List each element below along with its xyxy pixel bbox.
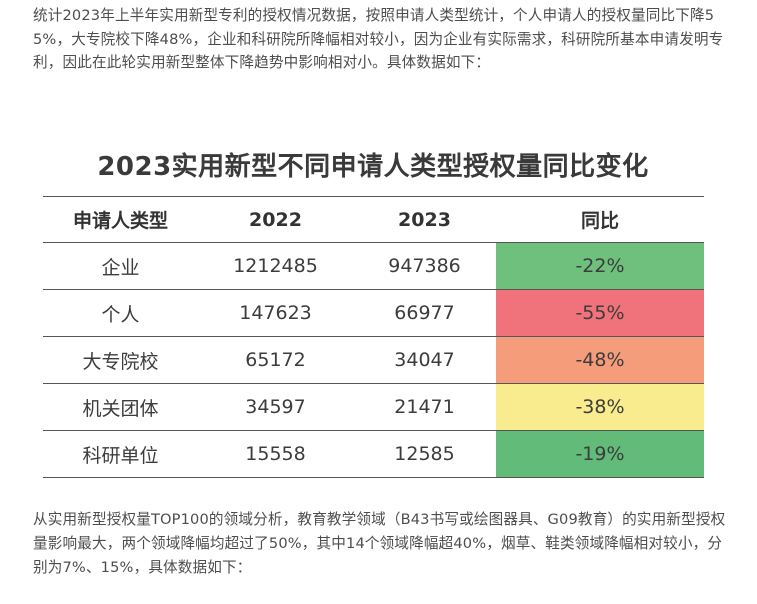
cell-applicant-type: 科研单位 xyxy=(43,430,198,478)
cell-yoy-change: -48% xyxy=(496,336,704,384)
intro-paragraph: 统计2023年上半年实用新型专利的授权情况数据，按照申请人类型统计，个人申请人的… xyxy=(33,7,724,71)
header-applicant-type: 申请人类型 xyxy=(43,196,198,243)
table-row: 企业 1212485 947386 -22% xyxy=(43,242,704,290)
cell-2023: 947386 xyxy=(353,242,496,290)
table-title: 2023实用新型不同申请人类型授权量同比变化 xyxy=(97,152,649,182)
cell-yoy-change: -19% xyxy=(496,430,704,478)
grant-change-table: 申请人类型 2022 2023 同比 企业 1212485 947386 -22… xyxy=(43,196,704,478)
cell-yoy-change: -55% xyxy=(496,289,704,337)
cell-2023: 21471 xyxy=(353,383,496,431)
cell-2022: 65172 xyxy=(198,336,353,384)
table-row: 大专院校 65172 34047 -48% xyxy=(43,336,704,384)
cell-2022: 1212485 xyxy=(198,242,353,290)
header-2022: 2022 xyxy=(198,196,353,243)
header-2023: 2023 xyxy=(353,196,496,243)
cell-2022: 147623 xyxy=(198,289,353,337)
outro-paragraph: 从实用新型授权量TOP100的领域分析，教育教学领域（B43书写或绘图器具、G0… xyxy=(33,511,726,576)
cell-2023: 34047 xyxy=(353,336,496,384)
cell-applicant-type: 机关团体 xyxy=(43,383,198,431)
cell-yoy-change: -38% xyxy=(496,383,704,431)
header-yoy: 同比 xyxy=(496,196,704,243)
cell-applicant-type: 个人 xyxy=(43,289,198,337)
table-row: 科研单位 15558 12585 -19% xyxy=(43,430,704,478)
cell-2023: 12585 xyxy=(353,430,496,478)
table-row: 机关团体 34597 21471 -38% xyxy=(43,383,704,431)
table-header-row: 申请人类型 2022 2023 同比 xyxy=(43,196,704,243)
cell-2022: 34597 xyxy=(198,383,353,431)
cell-2022: 15558 xyxy=(198,430,353,478)
cell-2023: 66977 xyxy=(353,289,496,337)
cell-applicant-type: 企业 xyxy=(43,242,198,290)
cell-applicant-type: 大专院校 xyxy=(43,336,198,384)
cell-yoy-change: -22% xyxy=(496,242,704,290)
table-row: 个人 147623 66977 -55% xyxy=(43,289,704,337)
